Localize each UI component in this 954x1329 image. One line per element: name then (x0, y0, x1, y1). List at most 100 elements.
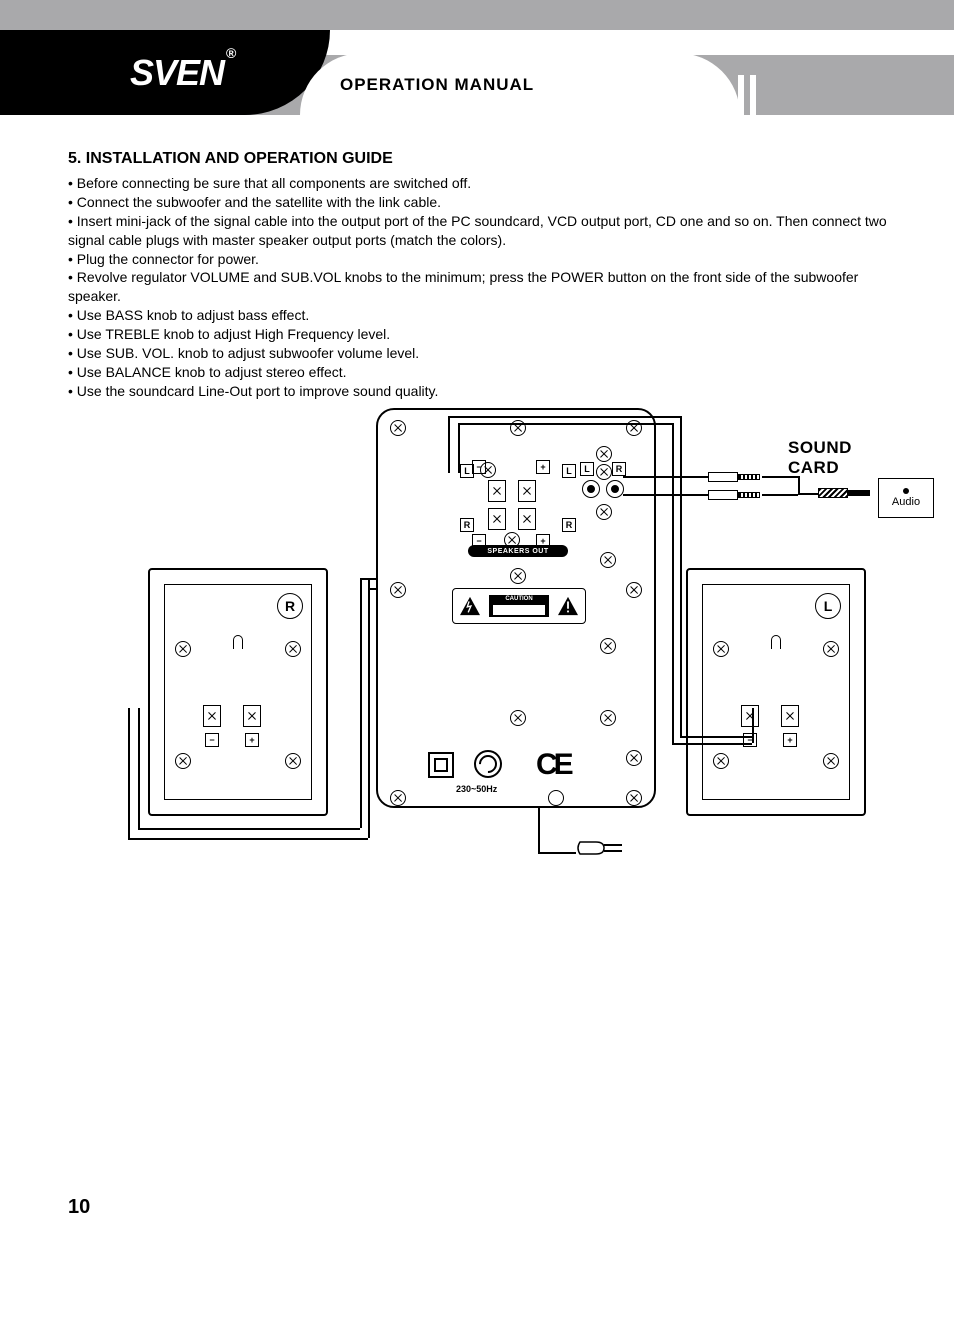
screw-icon (390, 420, 406, 436)
page-number: 10 (68, 1196, 90, 1219)
speaker-wire (458, 423, 672, 425)
caution-label (452, 588, 586, 624)
rca-r-label: R (612, 462, 626, 476)
polarity-minus: − (205, 733, 219, 747)
bullet-item: • Use TREBLE knob to adjust High Frequen… (68, 325, 896, 344)
screw-icon (285, 641, 301, 657)
content-area: 5. INSTALLATION AND OPERATION GUIDE • Be… (68, 150, 896, 401)
signal-wire (798, 476, 800, 494)
fuse-holder-icon (474, 750, 502, 778)
signal-wire (762, 476, 798, 478)
polarity-plus: + (536, 460, 550, 474)
double-insulation-icon (428, 752, 454, 778)
screw-icon (548, 790, 564, 806)
bullet-list: • Before connecting be sure that all com… (68, 174, 896, 401)
speaker-wire (360, 578, 362, 828)
doc-title: OPERATION MANUAL (340, 75, 534, 95)
speaker-wire (138, 708, 140, 828)
rca-jack-l (582, 480, 600, 498)
logo-text: SVEN (130, 52, 224, 93)
mount-hook-icon (771, 635, 781, 649)
screw-icon (596, 446, 612, 462)
satellite-l-label: L (815, 593, 841, 619)
signal-wire (623, 476, 708, 478)
power-cord (538, 852, 576, 854)
speaker-wire (448, 416, 450, 473)
speaker-terminal (243, 705, 261, 727)
satellite-r-panel: R − + (148, 568, 328, 816)
brand-logo: SVEN® (130, 52, 233, 94)
speakers-out-label: SPEAKERS OUT (468, 545, 568, 557)
subwoofer-panel: L L R R − + − + SPEAKERS OUT L R (376, 408, 656, 808)
rca-l-label: L (580, 462, 594, 476)
caution-text-icon (489, 595, 549, 617)
polarity-minus: − (472, 460, 486, 474)
speaker-terminal (488, 480, 506, 502)
speaker-terminal (741, 705, 759, 727)
header-logo-panel: SVEN® (0, 30, 330, 115)
rca-jack-r (606, 480, 624, 498)
speaker-wire (128, 708, 130, 838)
screw-icon (285, 753, 301, 769)
speaker-wire (368, 588, 376, 590)
screw-icon (510, 710, 526, 726)
bullet-item: • Insert mini-jack of the signal cable i… (68, 212, 896, 250)
speaker-wire (448, 416, 680, 418)
power-cord (538, 808, 540, 852)
shock-warning-icon (459, 596, 481, 616)
screw-icon (600, 638, 616, 654)
bullet-item: • Use BALANCE knob to adjust stereo effe… (68, 363, 896, 382)
screw-icon (600, 552, 616, 568)
signal-wire (762, 494, 798, 496)
top-grey-bar (0, 0, 954, 30)
speaker-wire (680, 416, 682, 736)
signal-wire (623, 494, 708, 496)
bullet-item: • Use BASS knob to adjust bass effect. (68, 306, 896, 325)
channel-l-label: L (562, 464, 576, 478)
screw-icon (713, 753, 729, 769)
registered-mark: ® (226, 45, 235, 61)
channel-r-label: R (562, 518, 576, 532)
satellite-inner: L − + (702, 584, 850, 800)
speaker-wire (128, 838, 368, 840)
screw-icon (596, 504, 612, 520)
bullet-item: • Use SUB. VOL. knob to adjust subwoofer… (68, 344, 896, 363)
warning-triangle-icon (557, 596, 579, 616)
screw-icon (390, 790, 406, 806)
speaker-wire (368, 578, 370, 838)
speaker-wire (138, 828, 360, 830)
polarity-plus: + (245, 733, 259, 747)
bullet-item: • Before connecting be sure that all com… (68, 174, 896, 193)
channel-r-label: R (460, 518, 474, 532)
speaker-wire (360, 578, 376, 580)
header-notch (750, 75, 756, 115)
bullet-item: • Connect the subwoofer and the satellit… (68, 193, 896, 212)
satellite-inner: R − + (164, 584, 312, 800)
bullet-item: • Plug the connector for power. (68, 250, 896, 269)
section-heading: 5. INSTALLATION AND OPERATION GUIDE (68, 150, 896, 168)
power-plug-icon (576, 838, 626, 858)
screw-icon (596, 464, 612, 480)
screw-icon (626, 750, 642, 766)
bullet-item: • Use the soundcard Line-Out port to imp… (68, 382, 896, 401)
speaker-terminal (203, 705, 221, 727)
screw-icon (510, 568, 526, 584)
screw-icon (713, 641, 729, 657)
ce-mark-icon: CE (536, 748, 570, 782)
screw-icon (390, 582, 406, 598)
screw-icon (626, 582, 642, 598)
screw-icon (823, 753, 839, 769)
header-title-panel: OPERATION MANUAL (300, 53, 740, 115)
satellite-r-label: R (277, 593, 303, 619)
signal-wire (798, 493, 818, 495)
audio-jack-icon (903, 488, 909, 494)
speaker-terminal (518, 508, 536, 530)
satellite-l-panel: L − + (686, 568, 866, 816)
connection-diagram: L L R R − + − + SPEAKERS OUT L R (68, 408, 888, 868)
screw-icon (626, 790, 642, 806)
speaker-wire (672, 743, 752, 745)
speaker-wire (680, 736, 752, 738)
speaker-terminal (488, 508, 506, 530)
screw-icon (823, 641, 839, 657)
screw-icon (175, 641, 191, 657)
